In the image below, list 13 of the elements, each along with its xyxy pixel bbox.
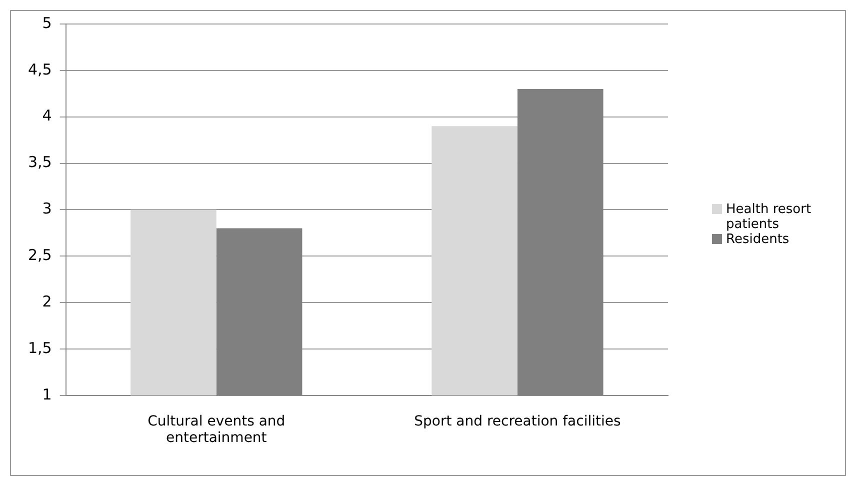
legend-label: Residents (726, 232, 790, 247)
y-tick-label: 1 (42, 385, 52, 404)
y-tick-label: 1,5 (28, 338, 52, 357)
y-tick-label: 2 (42, 292, 52, 310)
y-tick-label: 4,5 (28, 60, 52, 78)
y-tick-label: 4 (42, 106, 52, 125)
y-tick-label: 3 (42, 200, 52, 218)
y-tick-label: 2,5 (28, 246, 52, 264)
x-tick-label: Sport and recreation facilities (414, 413, 621, 430)
legend-label: Health resort patients (726, 202, 812, 232)
y-tick-label: 3,5 (28, 153, 52, 172)
y-tick-label: 5 (42, 14, 52, 32)
x-tick-label: Cultural events and entertainment (148, 413, 286, 446)
